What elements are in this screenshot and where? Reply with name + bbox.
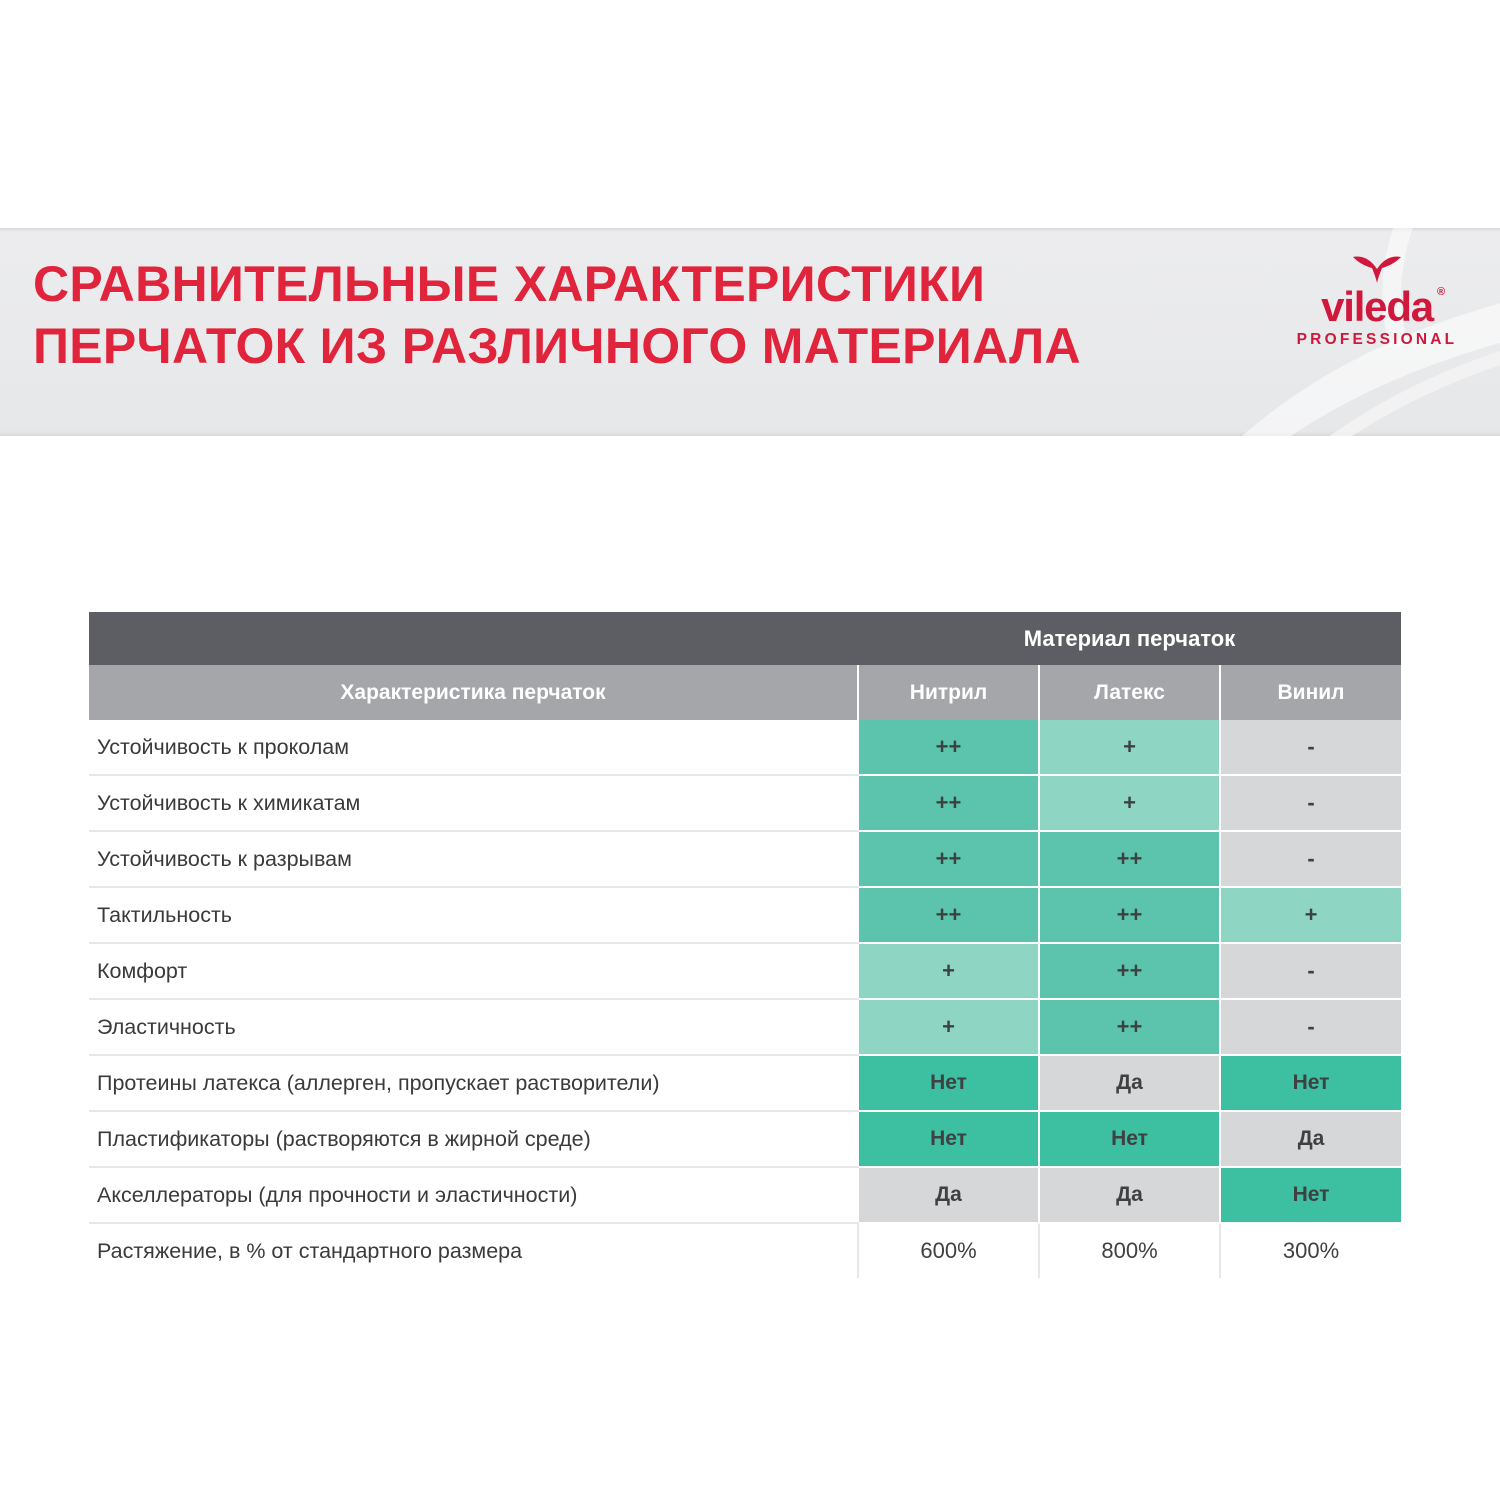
row-value-cell: Нет <box>857 1111 1039 1168</box>
row-value-cell: + <box>1038 775 1220 832</box>
row-value-cell: 800% <box>1038 1223 1220 1278</box>
row-value-cell: ++ <box>857 720 1039 776</box>
vileda-logo: vileda ® PROFESSIONAL <box>1282 254 1472 349</box>
table-row: Устойчивость к проколам ++ + - <box>89 720 1402 776</box>
butterfly-icon <box>1282 254 1472 284</box>
row-value-cell: + <box>1218 887 1402 944</box>
row-feature-label: Устойчивость к разрывам <box>89 831 858 888</box>
gloves-comparison-table: Материал перчаток Характеристика перчато… <box>89 612 1402 1278</box>
row-value-cell: + <box>857 943 1039 1000</box>
table-row: Устойчивость к разрывам ++ ++ - <box>89 831 1402 888</box>
table-head: Материал перчаток Характеристика перчато… <box>89 612 1402 720</box>
row-feature-label: Эластичность <box>89 999 858 1056</box>
header-spacer <box>89 612 858 665</box>
comparison-table-container: Материал перчаток Характеристика перчато… <box>89 612 1402 1278</box>
row-value-cell: - <box>1218 943 1402 1000</box>
row-value-cell: Да <box>1038 1055 1220 1112</box>
table-header-group-row: Материал перчаток <box>89 612 1402 665</box>
row-feature-label: Комфорт <box>89 943 858 1000</box>
table-row: Акселлераторы (для прочности и эластично… <box>89 1167 1402 1224</box>
row-value-cell: Нет <box>857 1055 1039 1112</box>
row-value-cell: Да <box>1038 1167 1220 1224</box>
header-material-vinyl: Винил <box>1218 665 1402 720</box>
row-feature-label: Устойчивость к проколам <box>89 720 858 776</box>
row-value-cell: - <box>1218 831 1402 888</box>
row-value-cell: ++ <box>857 887 1039 944</box>
title-line-2: ПЕРЧАТОК ИЗ РАЗЛИЧНОГО МАТЕРИАЛА <box>33 318 1081 374</box>
table-body: Устойчивость к проколам ++ + - Устойчивость … <box>89 720 1402 1278</box>
row-value-cell: ++ <box>1038 999 1220 1056</box>
header-feature: Характеристика перчаток <box>89 665 858 720</box>
table-row: Тактильность ++ ++ + <box>89 887 1402 944</box>
logo-wordmark-text: vileda <box>1321 283 1434 330</box>
page-title: СРАВНИТЕЛЬНЫЕ ХАРАКТЕРИСТИКИ ПЕРЧАТОК ИЗ… <box>33 253 1213 377</box>
row-value-cell: Да <box>1218 1111 1402 1168</box>
row-feature-label: Растяжение, в % от стандартного размера <box>89 1223 858 1278</box>
row-value-cell: ++ <box>1038 943 1220 1000</box>
row-value-cell: Нет <box>1218 1167 1402 1224</box>
title-line-1: СРАВНИТЕЛЬНЫЕ ХАРАКТЕРИСТИКИ <box>33 256 986 312</box>
row-value-cell: - <box>1218 720 1402 776</box>
table-row: Протеины латекса (аллерген, пропускает р… <box>89 1055 1402 1112</box>
row-value-cell: - <box>1218 999 1402 1056</box>
row-value-cell: ++ <box>1038 831 1220 888</box>
logo-tagline: PROFESSIONAL <box>1296 331 1458 348</box>
row-value-cell: ++ <box>1038 887 1220 944</box>
row-value-cell: 600% <box>857 1223 1039 1278</box>
table-header-row: Характеристика перчаток Нитрил Латекс Ви… <box>89 665 1402 720</box>
table-row: Растяжение, в % от стандартного размера 6… <box>89 1223 1402 1278</box>
header-banner: СРАВНИТЕЛЬНЫЕ ХАРАКТЕРИСТИКИ ПЕРЧАТОК ИЗ… <box>0 228 1500 436</box>
banner-top-shadow <box>0 228 1500 232</box>
header-group-material: Материал перчаток <box>858 612 1402 665</box>
row-feature-label: Пластификаторы (растворяются в жирной ср… <box>89 1111 858 1168</box>
header-material-nitril: Нитрил <box>857 665 1039 720</box>
row-feature-label: Протеины латекса (аллерген, пропускает р… <box>89 1055 858 1112</box>
banner-bottom-shadow <box>0 431 1500 436</box>
row-value-cell: Нет <box>1038 1111 1220 1168</box>
row-value-cell: ++ <box>857 775 1039 832</box>
row-value-cell: 300% <box>1218 1223 1402 1278</box>
table-row: Комфорт + ++ - <box>89 943 1402 1000</box>
row-value-cell: - <box>1218 775 1402 832</box>
table-row: Устойчивость к химикатам ++ + - <box>89 775 1402 832</box>
row-feature-label: Тактильность <box>89 887 858 944</box>
registered-mark: ® <box>1437 286 1445 298</box>
row-feature-label: Акселлераторы (для прочности и эластично… <box>89 1167 858 1224</box>
row-value-cell: + <box>857 999 1039 1056</box>
logo-wordmark: vileda ® <box>1321 283 1445 330</box>
row-value-cell: ++ <box>857 831 1039 888</box>
row-feature-label: Устойчивость к химикатам <box>89 775 858 832</box>
row-value-cell: Да <box>857 1167 1039 1224</box>
row-value-cell: + <box>1038 720 1220 776</box>
row-value-cell: Нет <box>1218 1055 1402 1112</box>
header-material-latex: Латекс <box>1038 665 1220 720</box>
table-row: Эластичность + ++ - <box>89 999 1402 1056</box>
table-row: Пластификаторы (растворяются в жирной ср… <box>89 1111 1402 1168</box>
